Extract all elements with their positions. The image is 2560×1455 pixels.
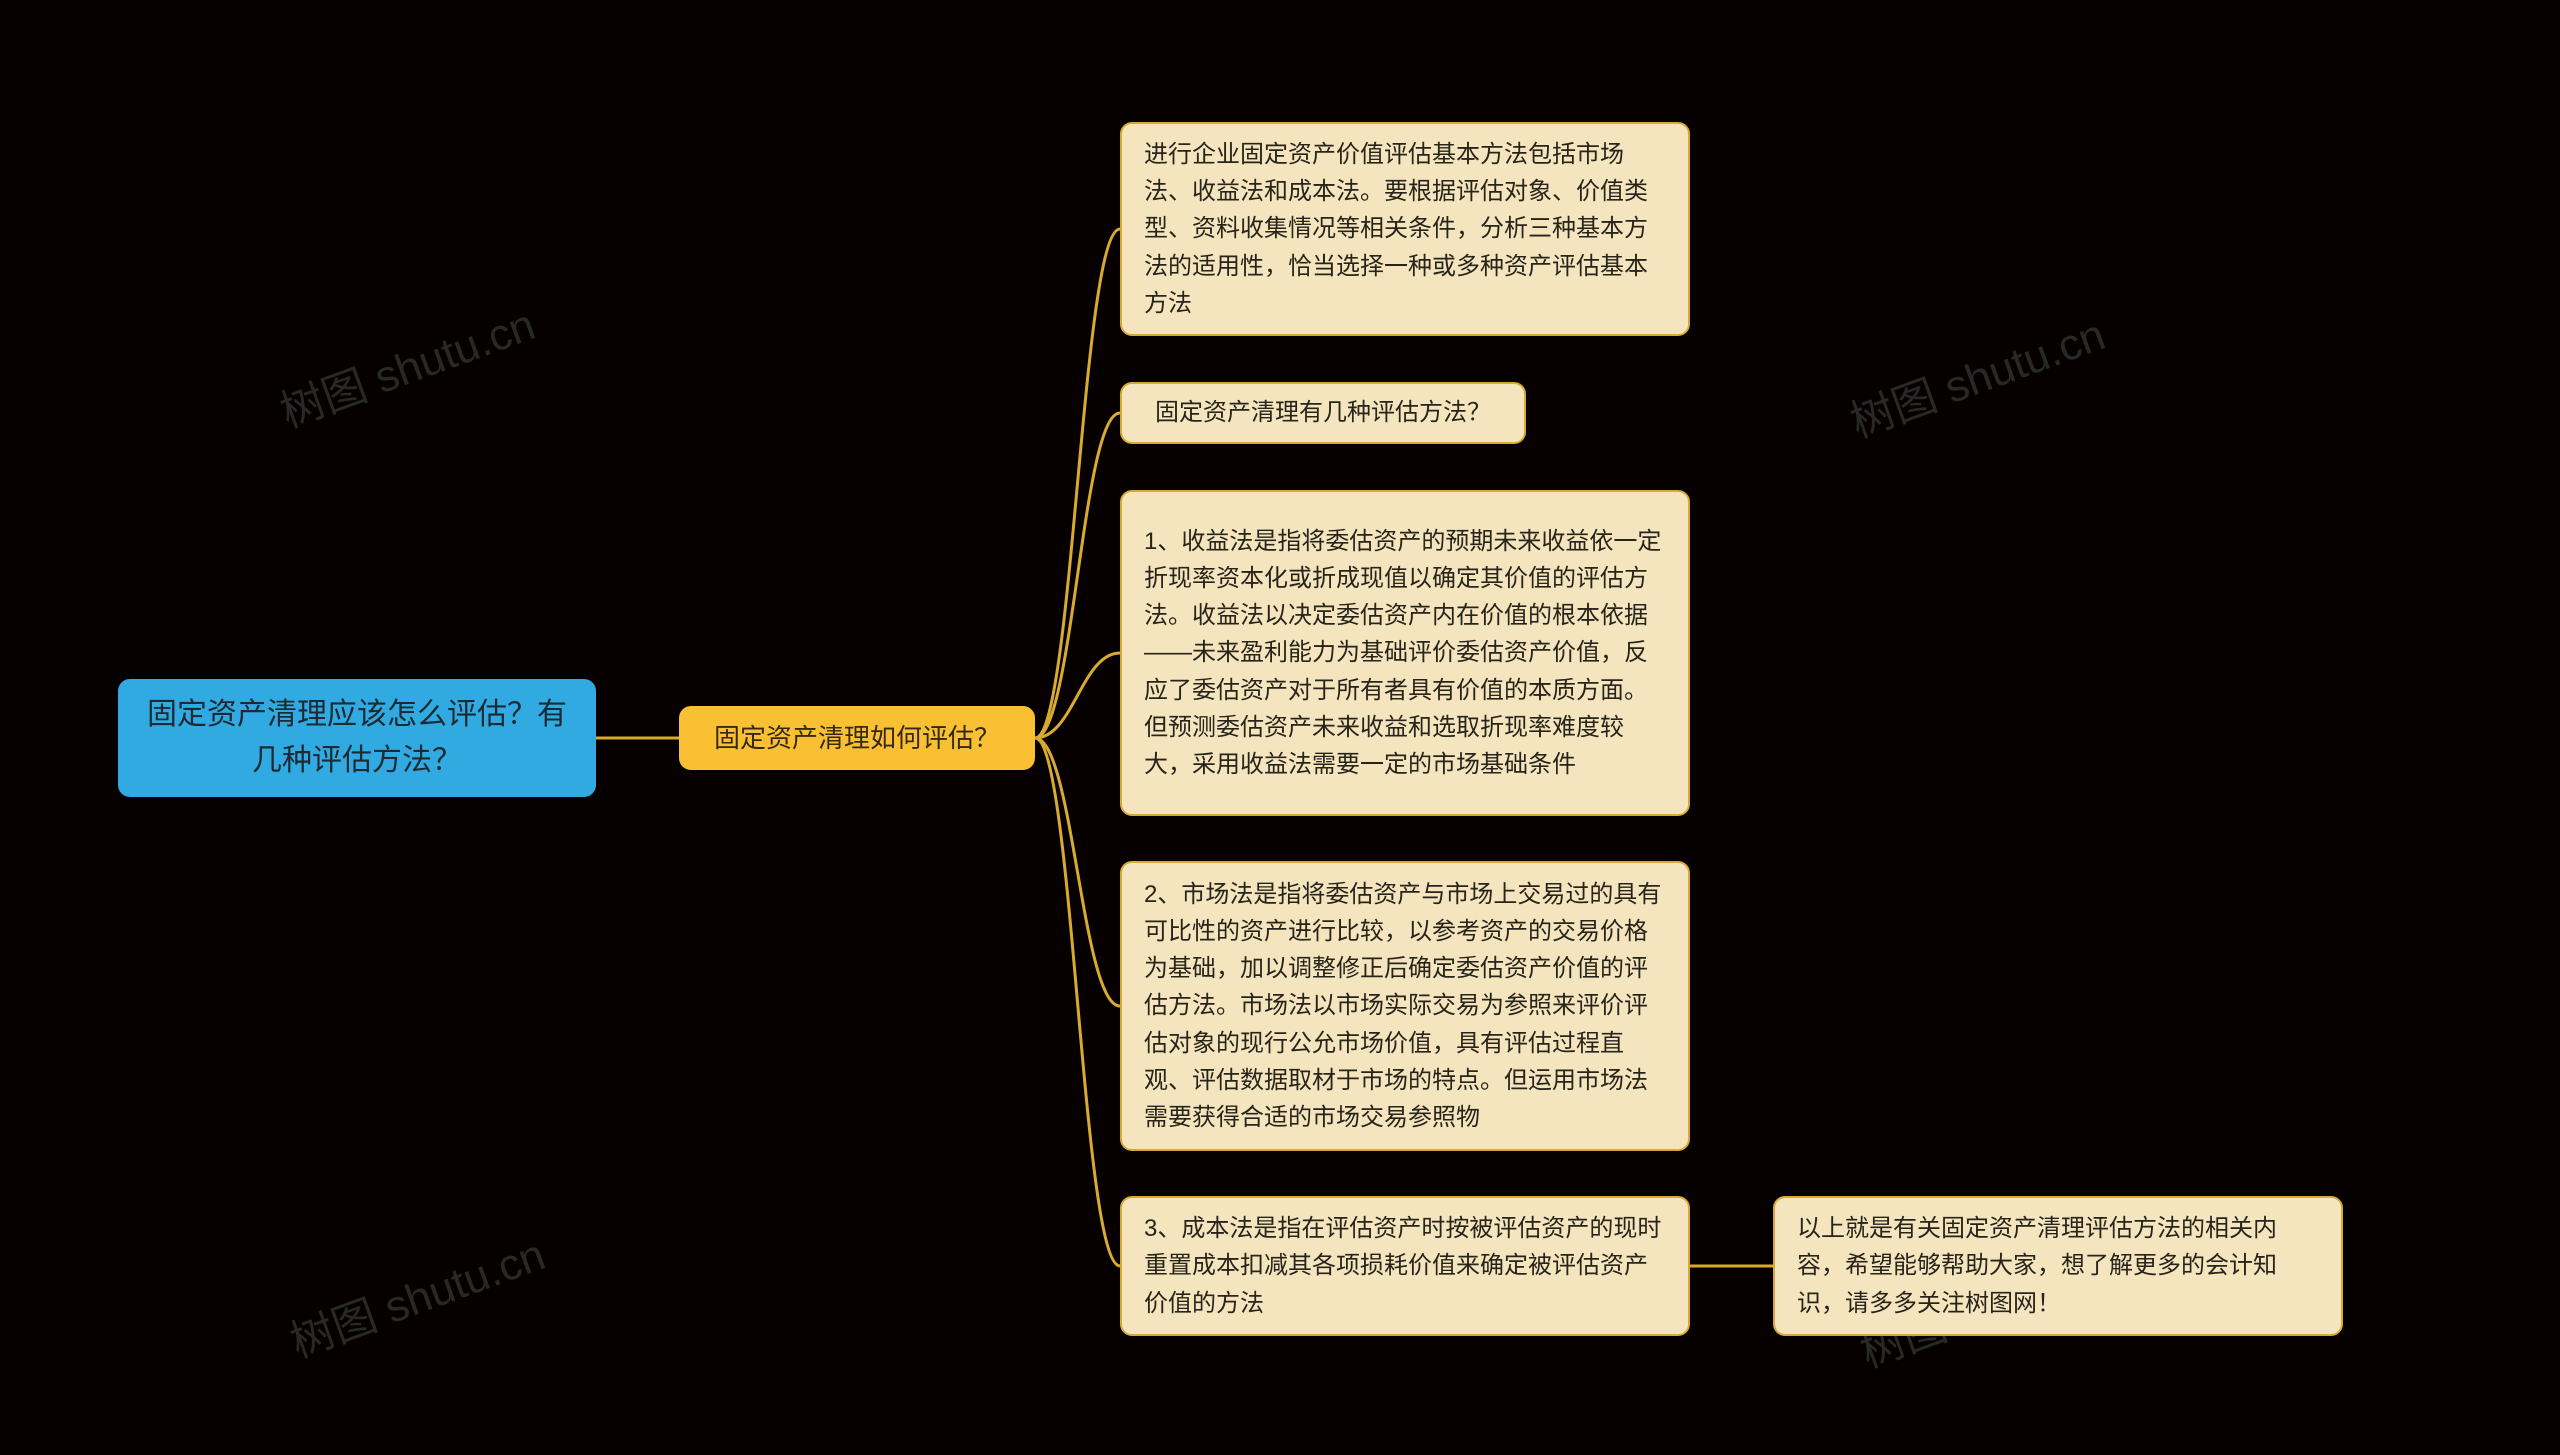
edge-topic-leaf5 bbox=[1035, 738, 1120, 1266]
node-leaf5a-label: 以上就是有关固定资产清理评估方法的相关内容，希望能够帮助大家，想了解更多的会计知… bbox=[1797, 1210, 2319, 1322]
node-leaf3-label: 1、收益法是指将委估资产的预期未来收益依一定折现率资本化或折成现值以确定其价值的… bbox=[1144, 523, 1666, 783]
watermark: 树图 shutu.cn bbox=[270, 289, 542, 440]
node-leaf2-label: 固定资产清理有几种评估方法？ bbox=[1155, 394, 1491, 431]
node-leaf5[interactable]: 3、成本法是指在评估资产时按被评估资产的现时重置成本扣减其各项损耗价值来确定被评… bbox=[1120, 1196, 1690, 1336]
node-leaf5a[interactable]: 以上就是有关固定资产清理评估方法的相关内容，希望能够帮助大家，想了解更多的会计知… bbox=[1773, 1196, 2343, 1336]
node-topic[interactable]: 固定资产清理如何评估？ bbox=[679, 706, 1035, 770]
mindmap-canvas: 树图 shutu.cn树图 shutu.cn树图 shutu.cn树图 shut… bbox=[0, 0, 2560, 1455]
edge-topic-leaf4 bbox=[1035, 738, 1120, 1006]
watermark: 树图 shutu.cn bbox=[280, 1219, 552, 1370]
node-leaf5-label: 3、成本法是指在评估资产时按被评估资产的现时重置成本扣减其各项损耗价值来确定被评… bbox=[1144, 1210, 1666, 1322]
node-topic-label: 固定资产清理如何评估？ bbox=[714, 718, 1000, 758]
edge-topic-leaf2 bbox=[1035, 413, 1120, 738]
watermark: 树图 shutu.cn bbox=[1840, 299, 2112, 450]
node-leaf2[interactable]: 固定资产清理有几种评估方法？ bbox=[1120, 382, 1526, 444]
node-leaf4[interactable]: 2、市场法是指将委估资产与市场上交易过的具有可比性的资产进行比较，以参考资产的交… bbox=[1120, 861, 1690, 1151]
edge-topic-leaf1 bbox=[1035, 229, 1120, 738]
node-leaf1[interactable]: 进行企业固定资产价值评估基本方法包括市场法、收益法和成本法。要根据评估对象、价值… bbox=[1120, 122, 1690, 336]
node-leaf3[interactable]: 1、收益法是指将委估资产的预期未来收益依一定折现率资本化或折成现值以确定其价值的… bbox=[1120, 490, 1690, 816]
node-leaf1-label: 进行企业固定资产价值评估基本方法包括市场法、收益法和成本法。要根据评估对象、价值… bbox=[1144, 136, 1666, 322]
node-root-label: 固定资产清理应该怎么评估？有几种评估方法？ bbox=[142, 692, 572, 785]
node-root[interactable]: 固定资产清理应该怎么评估？有几种评估方法？ bbox=[118, 679, 596, 797]
node-leaf4-label: 2、市场法是指将委估资产与市场上交易过的具有可比性的资产进行比较，以参考资产的交… bbox=[1144, 876, 1666, 1136]
edge-topic-leaf3 bbox=[1035, 653, 1120, 738]
